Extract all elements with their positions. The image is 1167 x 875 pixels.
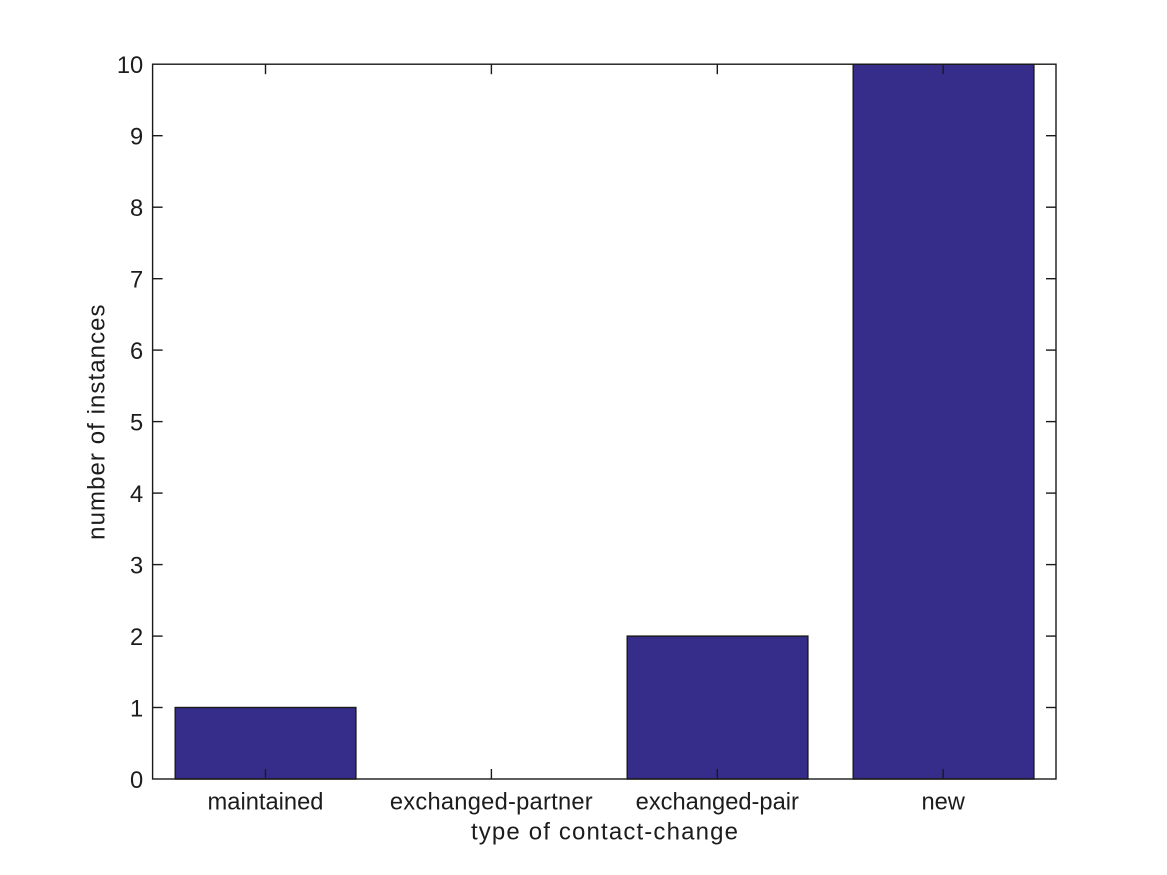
svg-text:2: 2 — [130, 625, 143, 651]
svg-text:8: 8 — [130, 196, 143, 222]
svg-text:exchanged-pair: exchanged-pair — [636, 789, 799, 815]
svg-text:type of contact-change: type of contact-change — [471, 819, 739, 846]
svg-text:9: 9 — [130, 125, 143, 151]
svg-text:exchanged-partner: exchanged-partner — [390, 789, 593, 815]
svg-text:3: 3 — [130, 554, 143, 580]
svg-text:10: 10 — [117, 53, 143, 79]
svg-text:new: new — [921, 789, 965, 815]
svg-text:6: 6 — [130, 339, 143, 365]
svg-text:5: 5 — [130, 411, 143, 437]
svg-text:maintained: maintained — [208, 789, 324, 815]
svg-text:4: 4 — [130, 482, 143, 508]
svg-text:number of instances: number of instances — [83, 303, 110, 539]
svg-text:1: 1 — [130, 697, 143, 723]
svg-text:7: 7 — [130, 268, 143, 294]
svg-text:0: 0 — [130, 768, 143, 794]
